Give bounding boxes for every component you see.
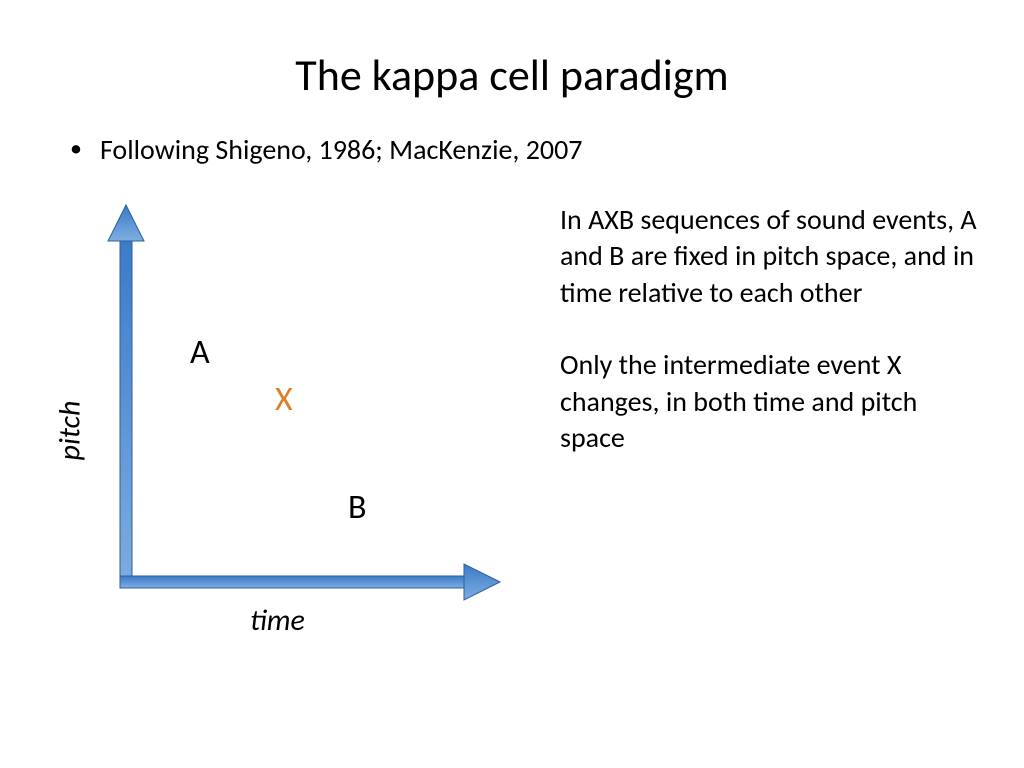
x-axis-label: time	[250, 602, 305, 639]
point-a-label: A	[190, 332, 210, 373]
bullet-text: Following Shigeno, 1986; MacKenzie, 2007	[100, 132, 583, 167]
description-text: In AXB sequences of sound events, A and …	[560, 202, 980, 492]
slide-title: The kappa cell paradigm	[0, 0, 1024, 132]
bullet-dot-icon: •	[70, 132, 82, 166]
axis-diagram: pitch time A X B	[70, 197, 510, 637]
point-x-label: X	[275, 379, 293, 420]
bullet-item: • Following Shigeno, 1986; MacKenzie, 20…	[0, 132, 1024, 167]
paragraph-2: Only the intermediate event X changes, i…	[560, 347, 980, 456]
paragraph-1: In AXB sequences of sound events, A and …	[560, 202, 980, 311]
content-area: pitch time A X B In AXB sequences of sou…	[0, 197, 1024, 717]
y-axis-label: pitch	[51, 401, 88, 461]
point-b-label: B	[348, 487, 367, 528]
